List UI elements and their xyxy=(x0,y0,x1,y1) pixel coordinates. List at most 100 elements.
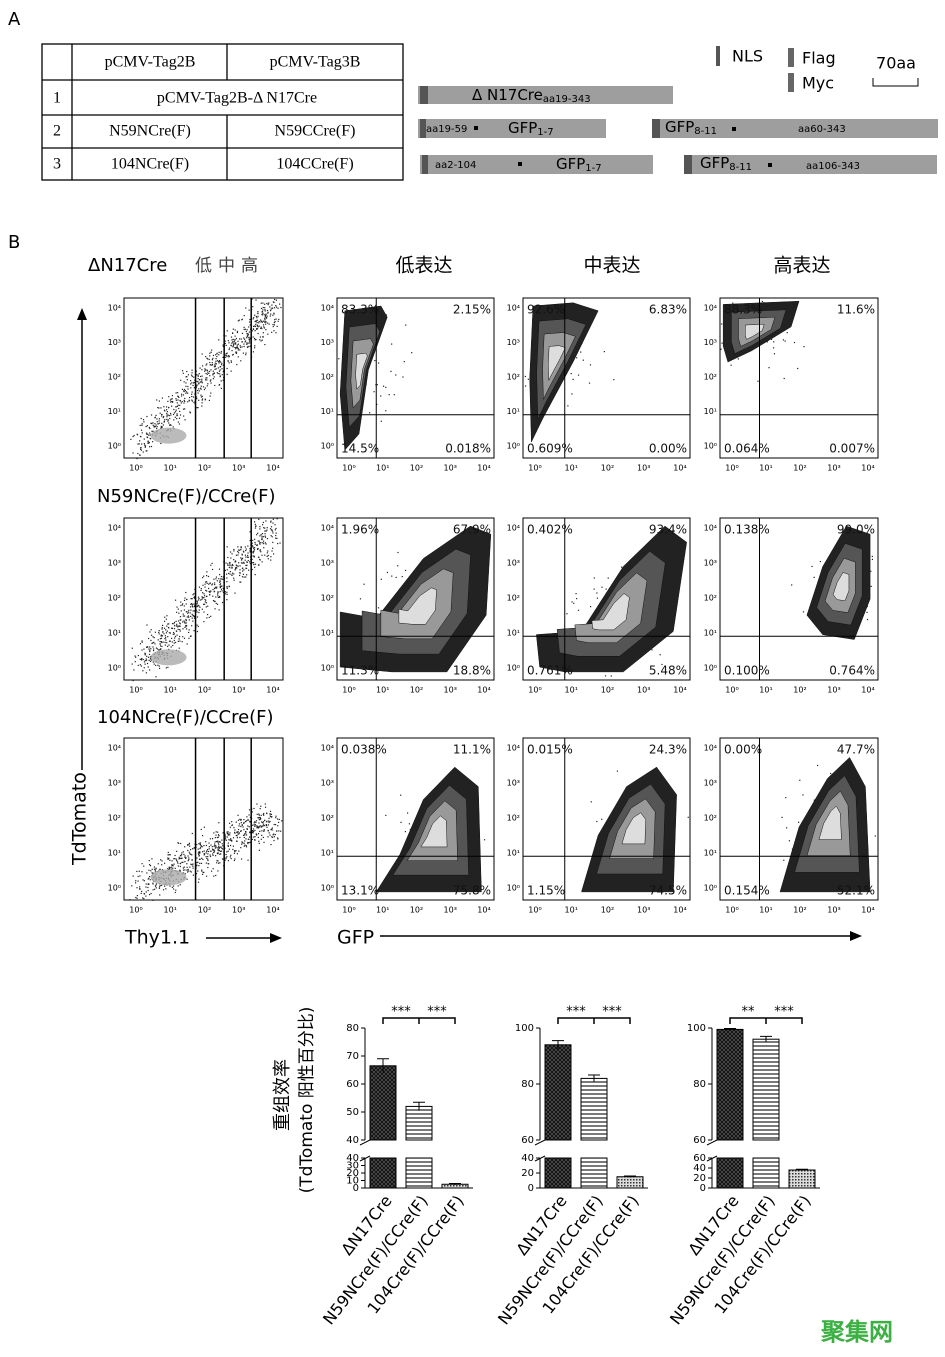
event-dot xyxy=(210,590,212,592)
event-dot xyxy=(179,865,181,868)
event-dot xyxy=(198,858,201,860)
event-dot xyxy=(148,659,150,661)
event-dot xyxy=(205,856,207,858)
event-dot xyxy=(155,868,157,870)
event-dot xyxy=(201,870,203,872)
event-dot xyxy=(241,346,243,348)
event-dot xyxy=(155,676,157,678)
event-dot xyxy=(236,565,238,567)
event-dot xyxy=(227,563,229,565)
event-dot xyxy=(263,547,265,549)
event-dot xyxy=(217,836,219,838)
event-dot xyxy=(813,576,815,579)
x-tick-label: 10³ xyxy=(637,686,650,695)
event-dot xyxy=(139,658,141,660)
event-dot xyxy=(249,324,251,326)
event-dot xyxy=(196,407,198,409)
event-dot xyxy=(206,857,208,859)
flow-plot: 0.038% 11.1%13.1% 75.8%10⁰10⁰10¹10¹10²10²1… xyxy=(321,737,495,915)
event-dot xyxy=(148,648,150,650)
event-dot xyxy=(390,370,392,373)
y-tick-label: 10¹ xyxy=(108,407,121,416)
event-dot xyxy=(386,571,389,574)
event-dot xyxy=(147,637,150,640)
event-dot xyxy=(200,845,202,847)
event-dot xyxy=(258,842,260,844)
event-dot xyxy=(149,650,151,653)
event-dot xyxy=(224,591,227,593)
event-dot xyxy=(188,400,190,402)
event-dot xyxy=(216,860,218,862)
event-dot xyxy=(225,839,227,841)
event-dot xyxy=(236,331,238,334)
event-dot xyxy=(271,536,273,538)
event-dot xyxy=(227,842,229,844)
event-dot xyxy=(190,387,192,389)
event-dot xyxy=(278,821,280,823)
event-dot xyxy=(184,397,186,400)
event-dot xyxy=(373,391,375,393)
event-dot xyxy=(211,359,214,361)
event-dot xyxy=(244,328,246,330)
event-dot xyxy=(141,432,143,434)
event-dot xyxy=(182,636,184,638)
event-dot xyxy=(209,375,211,377)
event-dot xyxy=(270,535,272,537)
x-tick-label: 10¹ xyxy=(376,906,389,915)
event-dot xyxy=(240,825,242,828)
quadrant-label: 52.1% xyxy=(837,884,875,898)
event-dot xyxy=(205,875,208,877)
event-dot xyxy=(143,421,145,423)
event-dot xyxy=(205,862,207,864)
event-dot xyxy=(139,454,141,456)
event-dot xyxy=(271,836,273,838)
event-dot xyxy=(254,330,256,332)
y-tick-label: 10⁰ xyxy=(507,442,520,451)
quadrant-label: 0.015% xyxy=(527,743,573,757)
event-dot xyxy=(206,363,208,365)
event-dot xyxy=(241,576,244,578)
event-dot xyxy=(267,554,269,557)
event-dot xyxy=(208,399,210,402)
event-dot xyxy=(199,379,201,381)
event-dot xyxy=(271,331,273,334)
event-dot xyxy=(588,382,591,384)
event-dot xyxy=(267,302,269,304)
event-dot xyxy=(181,400,183,403)
event-dot xyxy=(165,409,168,411)
y-tick-label: 10¹ xyxy=(704,407,717,416)
event-dot xyxy=(146,624,148,626)
x-tick-label: 10⁰ xyxy=(528,686,541,695)
event-dot xyxy=(204,387,206,389)
event-dot xyxy=(212,849,214,851)
event-dot xyxy=(141,657,143,660)
event-dot xyxy=(247,554,249,557)
event-dot xyxy=(222,845,224,847)
event-dot xyxy=(240,562,243,564)
event-dot xyxy=(210,351,212,353)
event-dot xyxy=(207,575,210,578)
event-dot xyxy=(262,302,264,304)
event-dot xyxy=(164,885,166,887)
event-dot xyxy=(251,568,253,571)
x-tick-label: 10² xyxy=(410,464,423,473)
event-dot xyxy=(260,340,262,342)
event-dot xyxy=(179,870,181,872)
event-dot xyxy=(150,414,153,416)
event-dot xyxy=(228,822,231,824)
event-dot xyxy=(211,583,214,585)
event-dot xyxy=(190,374,193,376)
event-dot xyxy=(180,857,182,859)
event-dot xyxy=(196,611,198,613)
event-dot xyxy=(385,410,387,412)
event-dot xyxy=(153,648,155,650)
event-dot xyxy=(199,851,201,854)
event-dot xyxy=(140,665,143,667)
y-tick-label: 20 xyxy=(346,1168,359,1179)
event-dot xyxy=(277,307,279,309)
event-dot xyxy=(222,371,224,373)
event-dot xyxy=(218,847,220,849)
construct-gfp: GFP8-11 xyxy=(700,154,752,174)
event-dot xyxy=(183,620,185,622)
event-dot xyxy=(169,885,171,887)
